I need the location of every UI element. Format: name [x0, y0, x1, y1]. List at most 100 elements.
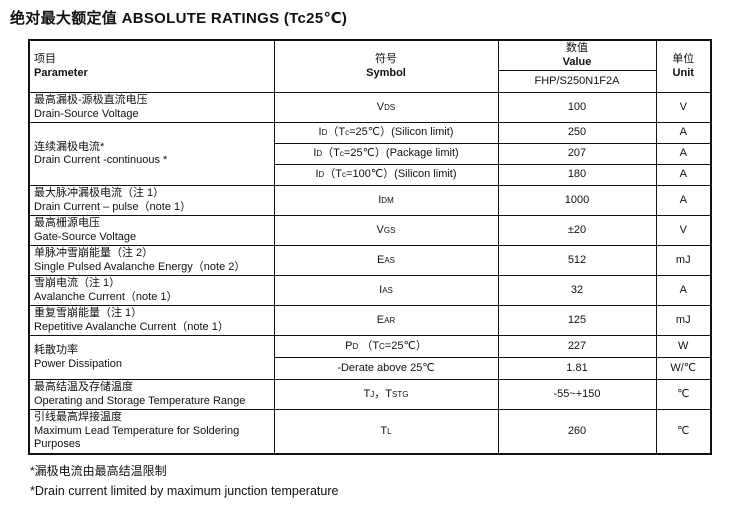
part-number: FHP/S250N1F2A — [497, 70, 657, 93]
parameter-en: Drain Current -continuous * — [34, 154, 168, 166]
parameter-cell: 雪崩电流（注 1） Avalanche Current（note 1） — [28, 275, 275, 306]
symbol-cell: IAS — [273, 275, 499, 306]
symbol-subscript: D — [318, 170, 325, 180]
symbol-text: I — [315, 168, 319, 181]
footnote-en: *Drain current limited by maximum juncti… — [30, 483, 339, 498]
parameter-zh: 最大脉冲漏极电流（注 1） — [34, 187, 165, 199]
parameter-cell: 最大脉冲漏极电流（注 1） Drain Current – pulse（note … — [28, 185, 275, 216]
value-cell: 1.81 — [497, 357, 657, 380]
unit-cell: W/℃ — [655, 357, 712, 380]
symbol-text: E — [376, 253, 385, 266]
parameter-zh: 重复雪崩能量（注 1） — [34, 307, 143, 319]
table-row: 最大脉冲漏极电流（注 1） Drain Current – pulse（note … — [28, 185, 712, 216]
symbol-subscript: GS — [383, 225, 396, 235]
header-unit-en: Unit — [672, 66, 694, 79]
table-header-row: 项目 Parameter 符号 Symbol 数值 Value 单位 Unit — [28, 39, 712, 93]
symbol-subscript: L — [387, 426, 392, 436]
parameter-en: Drain-Source Voltage — [34, 107, 139, 120]
symbol-cell: ID（Tc=100℃）(Silicon limit) — [273, 164, 499, 186]
header-value-zh: 数值 — [566, 42, 588, 54]
value-cell: 125 — [497, 305, 657, 336]
symbol-text: （T — [358, 339, 380, 352]
parameter-en: Gate-Source Voltage — [34, 230, 137, 243]
value-cell: 227 — [497, 335, 657, 358]
symbol-text: I — [313, 147, 317, 160]
parameter-cell: 最高结温及存储温度 Operating and Storage Temperatu… — [28, 379, 275, 410]
parameter-zh: 连续漏极电流* — [34, 140, 105, 153]
symbol-text: E — [376, 313, 385, 326]
parameter-zh: 最高栅源电压 — [34, 217, 100, 229]
symbol-text: I — [378, 193, 382, 206]
symbol-subscript: D — [352, 341, 359, 351]
symbol-cell: VDS — [273, 92, 499, 123]
symbol-subscript: c — [342, 170, 347, 180]
unit-cell: A — [655, 275, 712, 306]
unit-cell: V — [655, 215, 712, 246]
parameter-cell: 引线最高焊接温度 Maximum Lead Temperature for Sol… — [28, 409, 275, 454]
table-row: 重复雪崩能量（注 1） Repetitive Avalanche Current（… — [28, 305, 712, 336]
value-cell: 100 — [497, 92, 657, 123]
footnotes: *漏极电流由最高结温限制 *Drain current limited by m… — [30, 462, 730, 501]
unit-cell: mJ — [655, 305, 712, 336]
symbol-text: =25℃） — [384, 339, 427, 352]
symbol-text: -Derate above 25℃ — [337, 361, 435, 374]
value-cell: 32 — [497, 275, 657, 306]
symbol-cell: EAR — [273, 305, 499, 336]
header-symbol-zh: 符号 — [375, 53, 397, 65]
symbol-text: I — [318, 126, 322, 139]
parameter-zh: 雪崩电流（注 1） — [34, 277, 121, 289]
table-row: 单脉冲雪崩能量（注 2） Single Pulsed Avalanche Ener… — [28, 245, 712, 276]
symbol-text: I — [379, 283, 383, 296]
symbol-subscript: DS — [384, 102, 396, 112]
symbol-text: P — [345, 339, 353, 352]
symbol-text: =100℃）(Silicon limit) — [346, 168, 457, 181]
symbol-cell: ID（Tc=25℃）(Package limit) — [273, 143, 499, 165]
parameter-cell: 连续漏极电流* Drain Current -continuous * — [28, 122, 275, 186]
table-row: 连续漏极电流* Drain Current -continuous * ID（Tc=… — [28, 122, 712, 186]
symbol-cell: IDM — [273, 185, 499, 216]
parameter-zh: 最高漏极-源极直流电压 — [34, 94, 148, 106]
symbol-subscript: C — [379, 341, 385, 351]
symbol-text: T — [363, 387, 371, 400]
parameter-cell: 重复雪崩能量（注 1） Repetitive Avalanche Current（… — [28, 305, 275, 336]
table-row: 雪崩电流（注 1） Avalanche Current（note 1） IAS 32 A — [28, 275, 712, 306]
unit-cell: ℃ — [655, 409, 712, 454]
value-cell: 250 — [497, 122, 657, 144]
header-parameter: 项目 Parameter — [28, 39, 275, 93]
symbol-subscript: D — [321, 128, 328, 138]
symbol-text: =25℃）(Package limit) — [343, 147, 459, 160]
parameter-en: Operating and Storage Temperature Range — [34, 394, 246, 407]
symbol-subscript: AS — [384, 255, 395, 265]
symbol-subscript: STG — [392, 389, 409, 399]
table-row: 引线最高焊接温度 Maximum Lead Temperature for Sol… — [28, 409, 712, 454]
parameter-zh: 引线最高焊接温度 — [34, 411, 122, 423]
symbol-cell: -Derate above 25℃ — [273, 357, 499, 380]
parameter-zh: 耗散功率 — [34, 344, 78, 356]
symbol-subscript: c — [339, 149, 344, 159]
symbol-text: （T — [324, 168, 343, 181]
header-unit-zh: 单位 — [672, 53, 695, 65]
header-parameter-en: Parameter — [34, 66, 88, 79]
parameter-cell: 耗散功率 Power Dissipation — [28, 335, 275, 380]
table-row: 最高漏极-源极直流电压 Drain-Source Voltage VDS 100 V — [28, 92, 712, 123]
footnote-zh: *漏极电流由最高结温限制 — [30, 463, 167, 478]
symbol-cell: EAS — [273, 245, 499, 276]
value-cell: 1000 — [497, 185, 657, 216]
symbol-subscript: J — [370, 389, 375, 399]
symbol-cell: TL — [273, 409, 499, 454]
unit-cell: V — [655, 92, 712, 123]
header-parameter-zh: 项目 — [34, 53, 56, 65]
parameter-en: Single Pulsed Avalanche Energy（note 2） — [34, 260, 246, 273]
value-cell: ±20 — [497, 215, 657, 246]
absolute-ratings-table: 项目 Parameter 符号 Symbol 数值 Value 单位 Unit … — [28, 39, 712, 455]
header-symbol: 符号 Symbol — [273, 39, 499, 93]
header-value-en: Value — [562, 55, 592, 68]
header-symbol-en: Symbol — [366, 66, 406, 79]
table-row: -Derate above 25℃ 1.81 W/℃ — [29, 357, 712, 380]
header-unit: 单位 Unit — [655, 39, 712, 93]
value-cell: -55~+150 — [497, 379, 657, 410]
parameter-en: Avalanche Current（note 1） — [34, 290, 178, 303]
ratings-table-body: 最高漏极-源极直流电压 Drain-Source Voltage VDS 100 V 连续… — [28, 92, 712, 454]
table-row: 耗散功率 Power Dissipation PD （TC=25℃） 227 W — [28, 335, 712, 380]
